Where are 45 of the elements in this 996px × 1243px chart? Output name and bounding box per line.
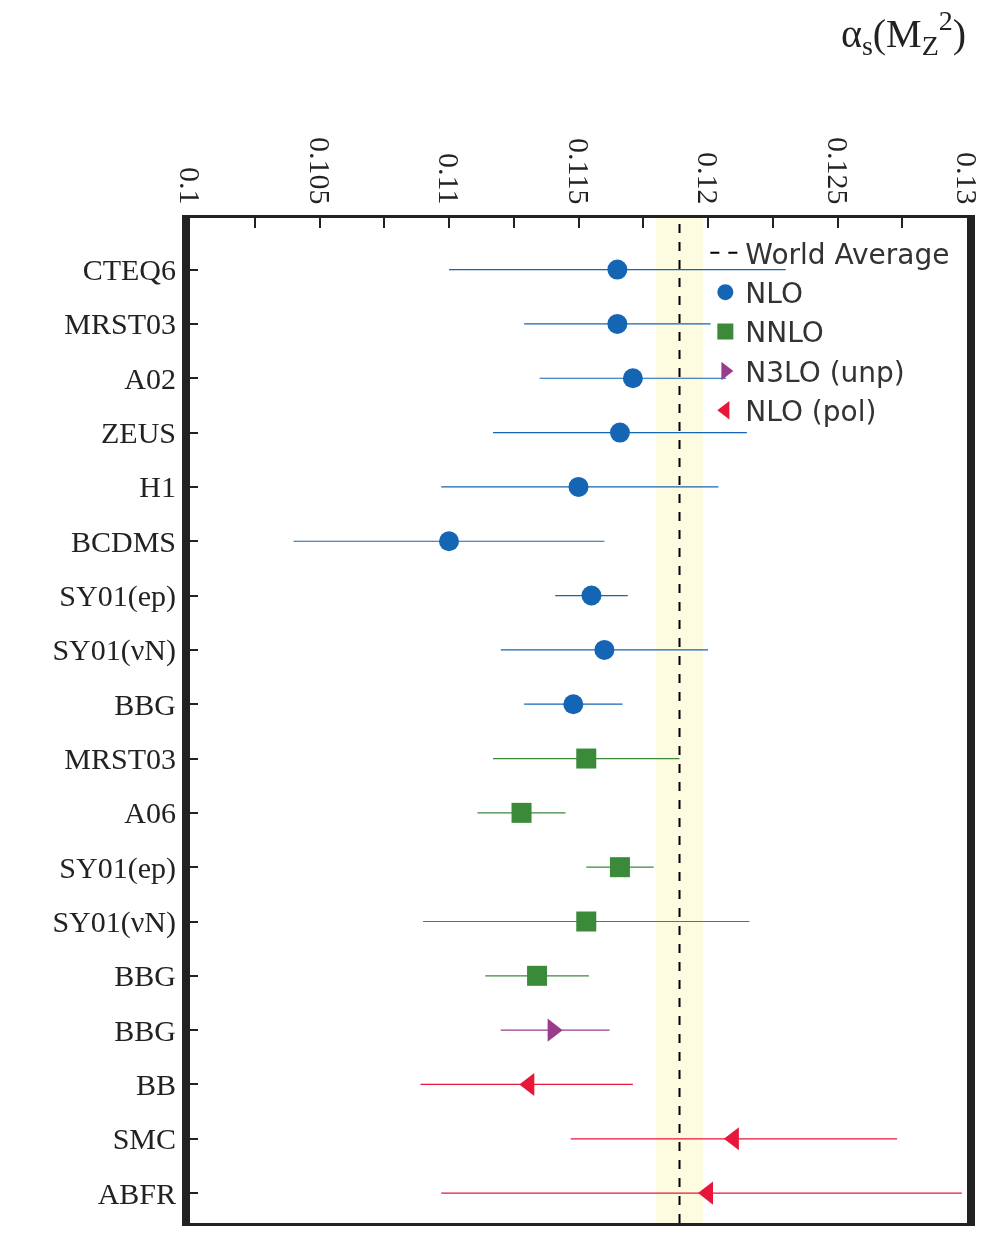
y-tick-label: BBG xyxy=(114,959,176,993)
y-tick-label: A06 xyxy=(124,796,176,830)
x-tick-label: 0.125 xyxy=(821,137,855,205)
x-tick-label: 0.1 xyxy=(174,167,208,205)
legend-label: NNLO xyxy=(745,316,824,350)
point xyxy=(594,639,615,660)
chart-title: α$_{s}$(M$_{Z}$$^{2}$) xyxy=(840,4,967,62)
x-tick-label: 0.11 xyxy=(433,153,467,205)
y-tick-label: ZEUS xyxy=(101,416,176,450)
point xyxy=(576,911,597,932)
point xyxy=(563,694,584,715)
ref-line-label: World Average xyxy=(745,237,950,271)
y-tick-label: A02 xyxy=(124,361,176,395)
point xyxy=(527,965,548,986)
point xyxy=(439,531,459,552)
point xyxy=(607,259,628,280)
y-tick-label: SMC xyxy=(112,1122,176,1156)
point xyxy=(609,422,630,443)
point xyxy=(607,313,628,334)
point xyxy=(568,476,589,497)
y-tick-label: ABFR xyxy=(97,1176,176,1210)
x-tick-label: 0.105 xyxy=(303,137,337,205)
y-tick-label: MRST03 xyxy=(64,307,176,341)
y-tick-label: CTEQ6 xyxy=(82,253,176,287)
y-tick-label: H1 xyxy=(139,470,176,504)
point xyxy=(609,857,630,878)
x-tick-label: 0.13 xyxy=(951,152,985,205)
y-tick-label: SY01(ep) xyxy=(59,850,176,885)
legend-label: N3LO (unp) xyxy=(745,355,905,389)
legend-label: NLO (pol) xyxy=(745,395,877,429)
point xyxy=(581,585,602,606)
y-tick-label: SY01(νN) xyxy=(52,905,176,939)
y-tick-label: BBG xyxy=(114,1013,176,1047)
point xyxy=(511,802,532,823)
y-tick-label: MRST03 xyxy=(64,742,176,776)
y-tick-label: BBG xyxy=(114,687,176,721)
point xyxy=(622,368,643,389)
y-tick-label: SY01(νN) xyxy=(52,633,176,668)
y-tick-label: BB xyxy=(135,1067,176,1101)
x-tick-label: 0.115 xyxy=(562,138,596,205)
legend-label: NLO xyxy=(745,277,803,311)
x-tick-label: 0.12 xyxy=(692,152,726,205)
point xyxy=(576,748,597,769)
y-tick-label: BCDMS xyxy=(70,524,176,558)
y-tick-label: SY01(ep) xyxy=(59,579,176,614)
